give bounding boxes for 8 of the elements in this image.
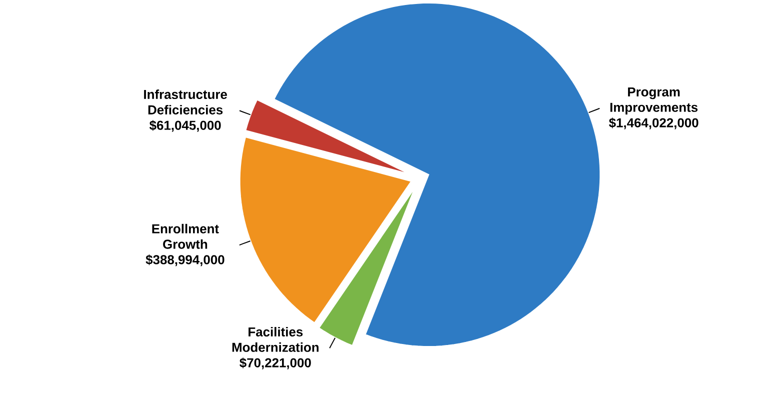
data-label: $1,464,022,000 — [608, 118, 698, 130]
slice-label: Infrastructure Deficiencies — [144, 90, 227, 114]
slice-label: Program Improvements — [610, 87, 698, 114]
data-label: $61,045,000 — [149, 120, 221, 132]
data-label: $388,994,000 — [146, 254, 224, 266]
data-label: $70,221,000 — [240, 358, 311, 370]
slice-label: Facilities Modernization — [232, 326, 319, 352]
slice-label: Enrollment Growth — [152, 224, 219, 249]
